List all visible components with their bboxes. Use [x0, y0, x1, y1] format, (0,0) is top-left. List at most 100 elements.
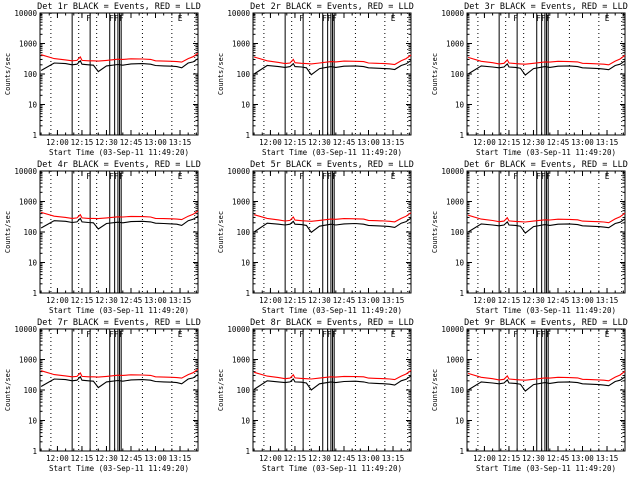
x-tick-label: 12:30 [522, 296, 545, 305]
plot-frame [466, 170, 626, 294]
x-tick-label: 12:45 [333, 138, 356, 147]
x-tick-label: 13:00 [571, 138, 594, 147]
series-lld-line [253, 369, 412, 381]
y-tick-label: 100 [450, 70, 464, 79]
panel-title: Det 5r BLACK = Events, RED = LLD [250, 160, 414, 170]
y-axis-label: Counts/sec [217, 211, 225, 253]
marker-label: F [546, 330, 551, 339]
marker-label: F [332, 172, 337, 181]
marker-label: F [546, 14, 551, 23]
x-tick-label: 12:45 [120, 138, 143, 147]
panel-title: Det 2r BLACK = Events, RED = LLD [250, 2, 414, 12]
x-tick-label: 12:15 [498, 296, 521, 305]
y-tick-label: 1 [459, 289, 464, 298]
y-tick-label: 10000 [14, 325, 37, 334]
marker-label: E [391, 172, 396, 181]
x-tick-label: 12:45 [547, 296, 570, 305]
y-axis-label: Counts/sec [217, 53, 225, 95]
y-tick-label: 10 [455, 101, 465, 110]
x-tick-label: 13:15 [382, 138, 405, 147]
y-tick-label: 1000 [446, 356, 465, 365]
x-tick-label: 12:45 [120, 296, 143, 305]
marker-label: F [114, 14, 119, 23]
y-tick-label: 10000 [441, 9, 464, 18]
y-tick-label: 1 [32, 447, 37, 456]
x-tick-label: 12:30 [308, 138, 331, 147]
panel-title: Det 9r BLACK = Events, RED = LLD [464, 318, 628, 328]
plot-frame [39, 12, 199, 136]
y-tick-label: 1000 [19, 356, 38, 365]
y-tick-label: 100 [450, 386, 464, 395]
marker-label: F [322, 14, 327, 23]
marker-label: E [178, 172, 183, 181]
x-axis-label: Start Time (03-Sep-11 11:49:20) [476, 306, 616, 315]
y-tick-label: 10000 [441, 325, 464, 334]
y-tick-label: 100 [450, 228, 464, 237]
marker-label: E [391, 14, 396, 23]
y-tick-label: 10000 [441, 167, 464, 176]
y-tick-label: 10 [241, 101, 251, 110]
x-tick-label: 13:15 [169, 138, 192, 147]
marker-label: F [332, 14, 337, 23]
x-tick-label: 12:00 [46, 138, 69, 147]
series-lld-line [467, 54, 626, 66]
marker-label: F [332, 330, 337, 339]
marker-label: F [299, 330, 304, 339]
marker-label: E [178, 330, 183, 339]
marker-label: F [119, 172, 124, 181]
y-tick-label: 10000 [227, 167, 250, 176]
x-tick-label: 13:15 [596, 454, 619, 463]
y-tick-label: 1000 [446, 198, 465, 207]
marker-label: F [546, 172, 551, 181]
marker-label: F [541, 330, 546, 339]
marker-label: E [605, 172, 610, 181]
marker-label: F [299, 172, 304, 181]
marker-label: F [322, 172, 327, 181]
y-tick-label: 10000 [14, 9, 37, 18]
plot-frame [252, 12, 412, 136]
x-tick-label: 12:00 [259, 454, 282, 463]
x-tick-label: 12:00 [46, 454, 69, 463]
y-tick-label: 1 [459, 131, 464, 140]
series-events-line [40, 374, 199, 389]
x-tick-label: 12:30 [522, 454, 545, 463]
y-tick-label: 10000 [14, 167, 37, 176]
marker-label: F [119, 330, 124, 339]
marker-label: F [327, 172, 332, 181]
series-lld-line [467, 212, 626, 224]
panel-title: Det 7r BLACK = Events, RED = LLD [37, 318, 201, 328]
panel-title: Det 3r BLACK = Events, RED = LLD [464, 2, 628, 12]
panel-title: Det 6r BLACK = Events, RED = LLD [464, 160, 628, 170]
x-tick-label: 13:00 [144, 454, 167, 463]
y-tick-label: 100 [23, 386, 37, 395]
y-tick-label: 1000 [19, 40, 38, 49]
x-tick-label: 12:15 [71, 454, 94, 463]
x-tick-label: 12:00 [473, 138, 496, 147]
series-events-line [467, 376, 626, 392]
series-events-line [467, 218, 626, 234]
x-tick-label: 13:15 [382, 454, 405, 463]
y-axis-label: Counts/sec [431, 53, 439, 95]
series-lld-line [40, 368, 199, 379]
panel-title: Det 8r BLACK = Events, RED = LLD [250, 318, 414, 328]
x-axis-label: Start Time (03-Sep-11 11:49:20) [49, 148, 189, 157]
marker-label: F [513, 14, 518, 23]
x-tick-label: 12:00 [259, 138, 282, 147]
x-tick-label: 12:00 [473, 454, 496, 463]
x-tick-label: 12:45 [120, 454, 143, 463]
y-tick-label: 10 [455, 417, 465, 426]
y-tick-label: 10 [28, 259, 38, 268]
y-tick-label: 1 [245, 131, 250, 140]
marker-label: E [605, 330, 610, 339]
y-tick-label: 10 [28, 417, 38, 426]
x-axis-label: Start Time (03-Sep-11 11:49:20) [262, 306, 402, 315]
plot-frame [39, 170, 199, 294]
y-tick-label: 100 [236, 70, 250, 79]
marker-label: F [541, 172, 546, 181]
series-events-line [467, 60, 626, 76]
